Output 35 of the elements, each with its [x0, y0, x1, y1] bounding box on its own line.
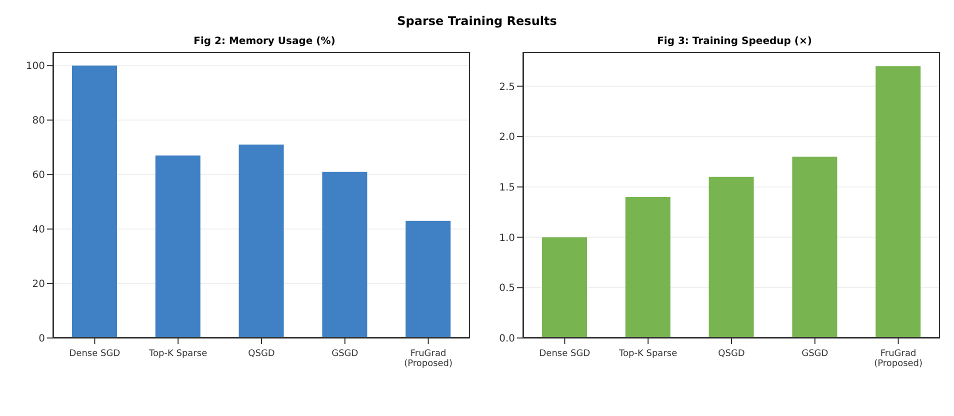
bar: [406, 220, 451, 338]
x-tick-label: FruGrad (Proposed): [404, 349, 453, 369]
bar: [625, 197, 670, 338]
y-tick-label: 80: [32, 116, 45, 127]
x-tick-label: GSGD: [332, 349, 358, 359]
x-tick-label: Top-K Sparse: [618, 349, 678, 359]
bar: [708, 176, 754, 338]
x-tick-label: GSGD: [802, 349, 828, 359]
y-tick-label: 20: [32, 279, 45, 290]
y-tick-label: 0: [38, 334, 45, 345]
bar: [155, 156, 200, 338]
x-tick-label: QSGD: [718, 349, 745, 359]
x-tick-label: Top-K Sparse: [148, 349, 208, 359]
bar: [542, 237, 587, 338]
bar: [238, 144, 284, 338]
y-tick-label: 40: [32, 224, 45, 236]
text: Sparse Training Results: [396, 13, 558, 30]
x-tick-label: Dense SGD: [539, 349, 590, 359]
x-tick-label: QSGD: [248, 349, 275, 359]
chart-title: Fig 2: Memory Usage (%): [192, 36, 336, 47]
y-tick-label: 0.0: [499, 334, 515, 345]
x-tick-label: FruGrad (Proposed): [874, 349, 923, 369]
bar: [322, 172, 368, 338]
y-tick-label: 0.5: [499, 283, 515, 294]
y-tick-label: 2.5: [499, 82, 515, 93]
x-tick-label: Dense SGD: [69, 349, 120, 359]
y-tick-label: 2.0: [499, 132, 515, 144]
bar: [72, 66, 117, 338]
y-tick-label: 100: [26, 61, 45, 72]
y-tick-label: 1.5: [499, 182, 515, 194]
y-tick-label: 1.0: [499, 232, 515, 244]
y-tick-label: 60: [32, 170, 45, 182]
bar: [792, 156, 838, 338]
chart-title: Fig 3: Training Speedup (×): [656, 36, 813, 47]
bar: [876, 66, 921, 338]
